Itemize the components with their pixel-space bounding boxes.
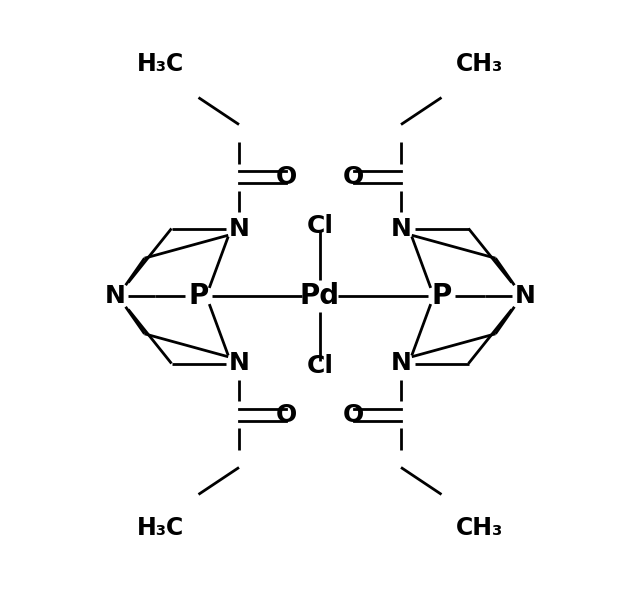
Text: N: N [390, 352, 412, 375]
Text: Pd: Pd [300, 282, 340, 310]
Text: CH₃: CH₃ [456, 516, 503, 540]
Text: N: N [228, 217, 250, 240]
Text: P: P [188, 282, 209, 310]
Text: O: O [343, 165, 364, 189]
Text: N: N [228, 352, 250, 375]
Text: H₃C: H₃C [137, 52, 184, 76]
Text: O: O [343, 403, 364, 427]
Text: N: N [104, 284, 125, 308]
Text: P: P [431, 282, 452, 310]
Text: Cl: Cl [307, 354, 333, 378]
Text: O: O [276, 165, 297, 189]
Text: O: O [276, 403, 297, 427]
Text: H₃C: H₃C [137, 516, 184, 540]
Text: N: N [515, 284, 536, 308]
Text: CH₃: CH₃ [456, 52, 503, 76]
Text: N: N [390, 217, 412, 240]
Text: Cl: Cl [307, 214, 333, 238]
